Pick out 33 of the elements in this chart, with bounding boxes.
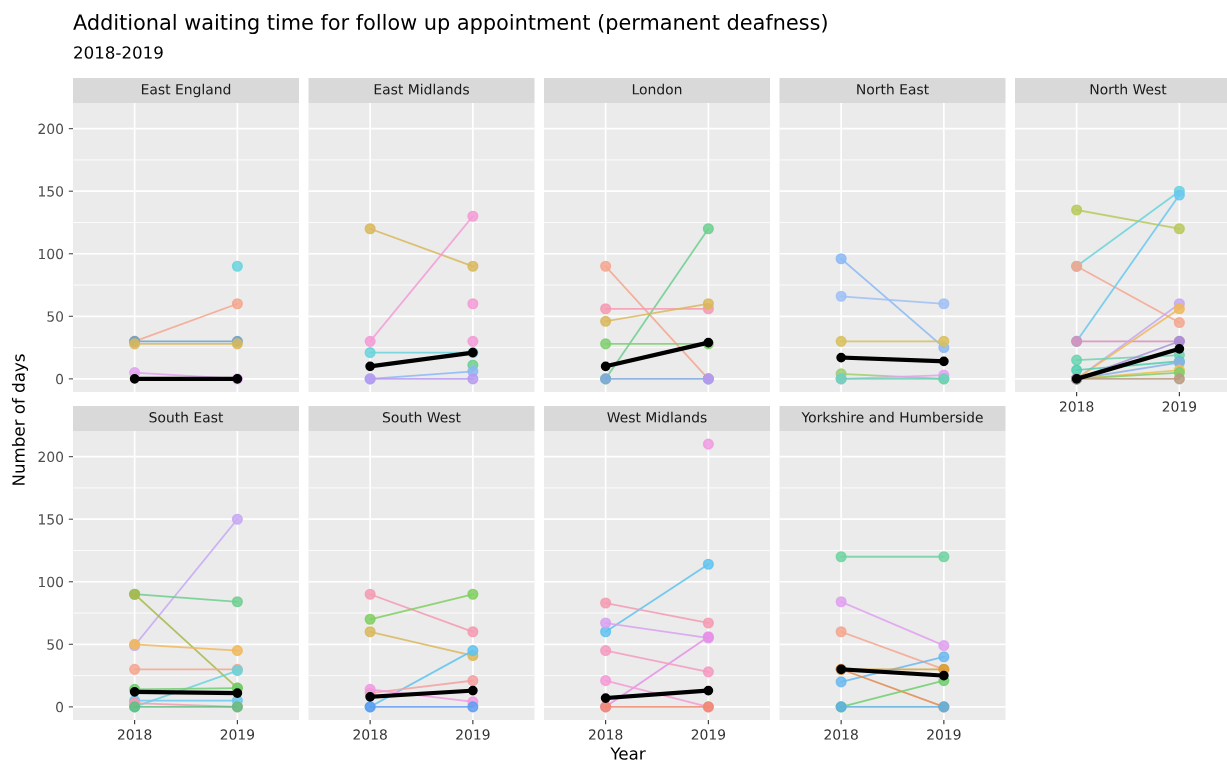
text: Additional waiting time for follow up appointment (permanent deafness) — [73, 13, 827, 35]
chart-title: London — [632, 83, 682, 95]
y-tick-label: 100 — [38, 576, 64, 588]
x-tick-label: 2019 — [927, 729, 961, 740]
y-tick-label: 0 — [56, 701, 64, 713]
x-tick-label: 2018 — [824, 729, 858, 740]
y-tick-label: 200 — [38, 123, 64, 135]
y-tick-label: 50 — [47, 311, 64, 322]
y-tick-label: 200 — [38, 451, 64, 463]
chart-title: North East — [857, 83, 929, 95]
y-tick-label: 0 — [56, 373, 64, 385]
y-tick-label: 50 — [47, 639, 64, 650]
x-tick-label: 2019 — [456, 729, 490, 740]
chart-title: Yorkshire and Humberside — [801, 411, 983, 423]
x-tick-label: 2019 — [691, 729, 726, 740]
chart-title: North West — [1090, 83, 1167, 95]
y-tick-label: 150 — [38, 186, 64, 197]
y-tick-label: 100 — [38, 248, 64, 260]
x-tick-label: 2018 — [353, 729, 387, 740]
chart-title: East England — [141, 83, 231, 98]
x-tick-label: 2018 — [1059, 401, 1094, 412]
x-tick-label: 2019 — [220, 729, 255, 740]
chart-title: South East — [149, 411, 224, 423]
chart-title: West Midlands — [607, 411, 707, 423]
y-axis-title: Number of days — [11, 354, 29, 485]
chart-title: East Midlands — [374, 83, 469, 95]
x-tick-label: 2018 — [117, 729, 152, 740]
x-tick-label: 2019 — [1162, 401, 1197, 412]
text: 2018-2019 — [74, 46, 163, 59]
x-tick-label: 2018 — [588, 729, 623, 740]
x-axis-title: Year — [610, 747, 646, 760]
chart-title: South West — [382, 411, 461, 423]
y-tick-label: 150 — [38, 514, 64, 525]
